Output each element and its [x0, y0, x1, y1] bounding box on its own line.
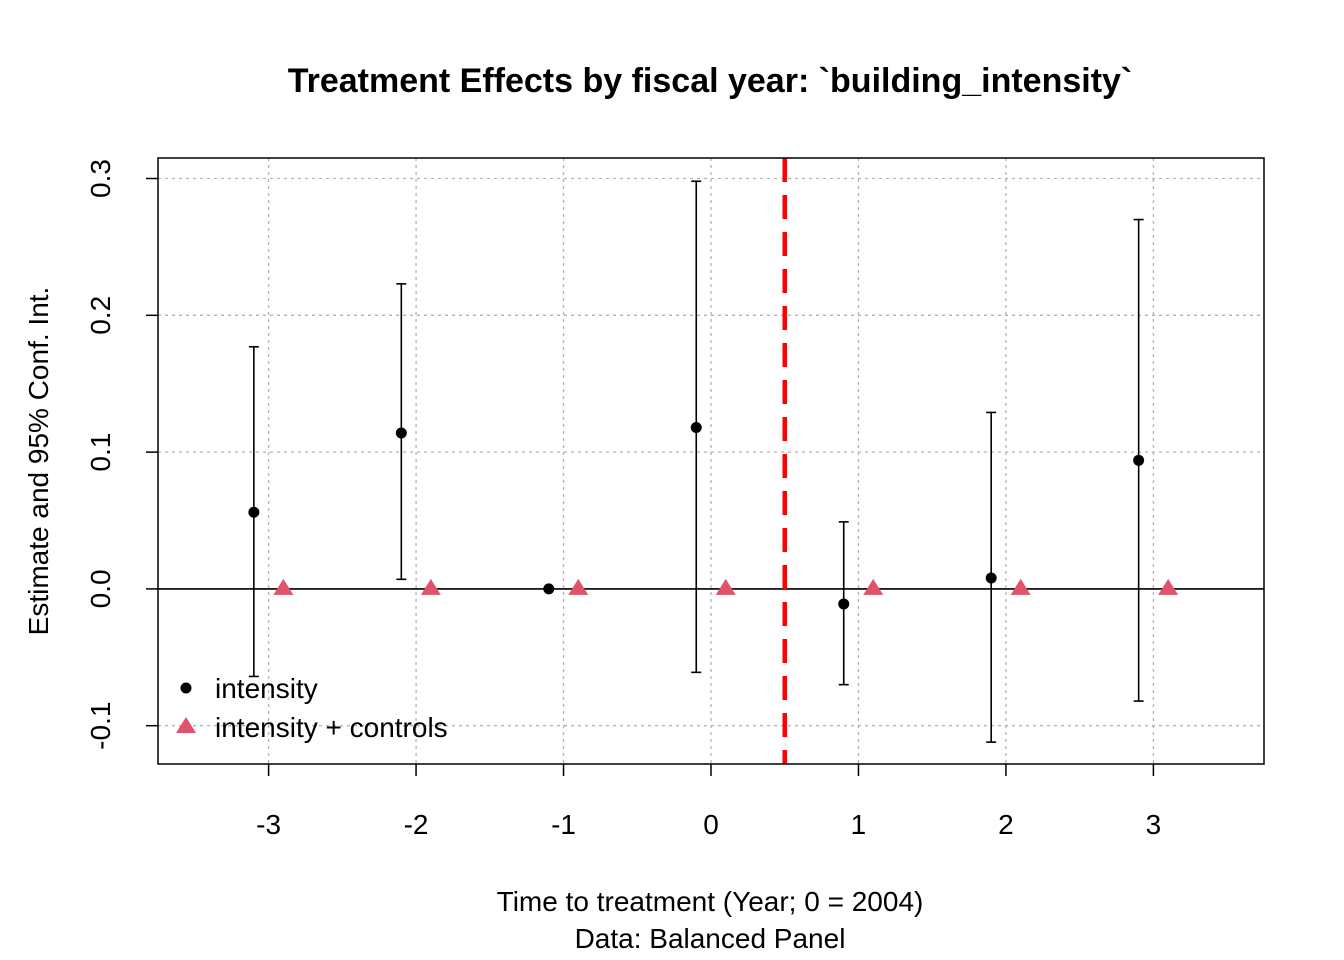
- triangle-marker: [568, 578, 589, 595]
- triangle-marker: [420, 578, 441, 595]
- x-tick-label: 0: [703, 809, 719, 840]
- point-marker: [395, 427, 407, 439]
- axes: -3 -2 -1 0 1 2 3 -0.1 0.0 0.1 0.2 0.3: [85, 159, 1161, 840]
- point-marker: [248, 506, 260, 518]
- point-marker: [543, 583, 555, 595]
- x-tick-label: -2: [404, 809, 429, 840]
- x-axis-sublabel: Data: Balanced Panel: [575, 923, 846, 954]
- point-marker: [690, 421, 702, 433]
- y-tick-label: -0.1: [85, 702, 116, 750]
- legend-label-intensity-controls: intensity + controls: [215, 712, 448, 743]
- y-tick-label: 0.0: [85, 569, 116, 608]
- y-axis-label: Estimate and 95% Conf. Int.: [23, 287, 54, 636]
- point-marker: [1133, 454, 1145, 466]
- triangle-marker: [715, 578, 736, 595]
- x-axis-label: Time to treatment (Year; 0 = 2004): [497, 886, 924, 917]
- y-tick-label: 0.2: [85, 296, 116, 335]
- x-tick-label: 1: [851, 809, 867, 840]
- x-tick-label: 3: [1146, 809, 1162, 840]
- grid-lines: [158, 158, 1264, 764]
- y-tick-label: 0.1: [85, 433, 116, 472]
- legend-marker-intensity: [180, 682, 192, 694]
- point-marker: [985, 572, 997, 584]
- x-tick-label: -3: [256, 809, 281, 840]
- x-tick-label: -1: [551, 809, 576, 840]
- y-tick-label: 0.3: [85, 159, 116, 198]
- reference-lines: [158, 158, 1264, 764]
- data-marks: [248, 180, 1179, 743]
- x-tick-label: 2: [998, 809, 1014, 840]
- triangle-marker: [863, 578, 884, 595]
- chart-title: Treatment Effects by fiscal year: `build…: [288, 62, 1133, 100]
- triangle-marker: [1158, 578, 1179, 595]
- point-marker: [838, 598, 850, 610]
- legend: intensity intensity + controls: [176, 673, 448, 743]
- triangle-marker: [1010, 578, 1031, 595]
- triangle-marker: [273, 578, 294, 595]
- legend-label-intensity: intensity: [215, 673, 318, 704]
- legend-marker-intensity-controls: [176, 717, 196, 733]
